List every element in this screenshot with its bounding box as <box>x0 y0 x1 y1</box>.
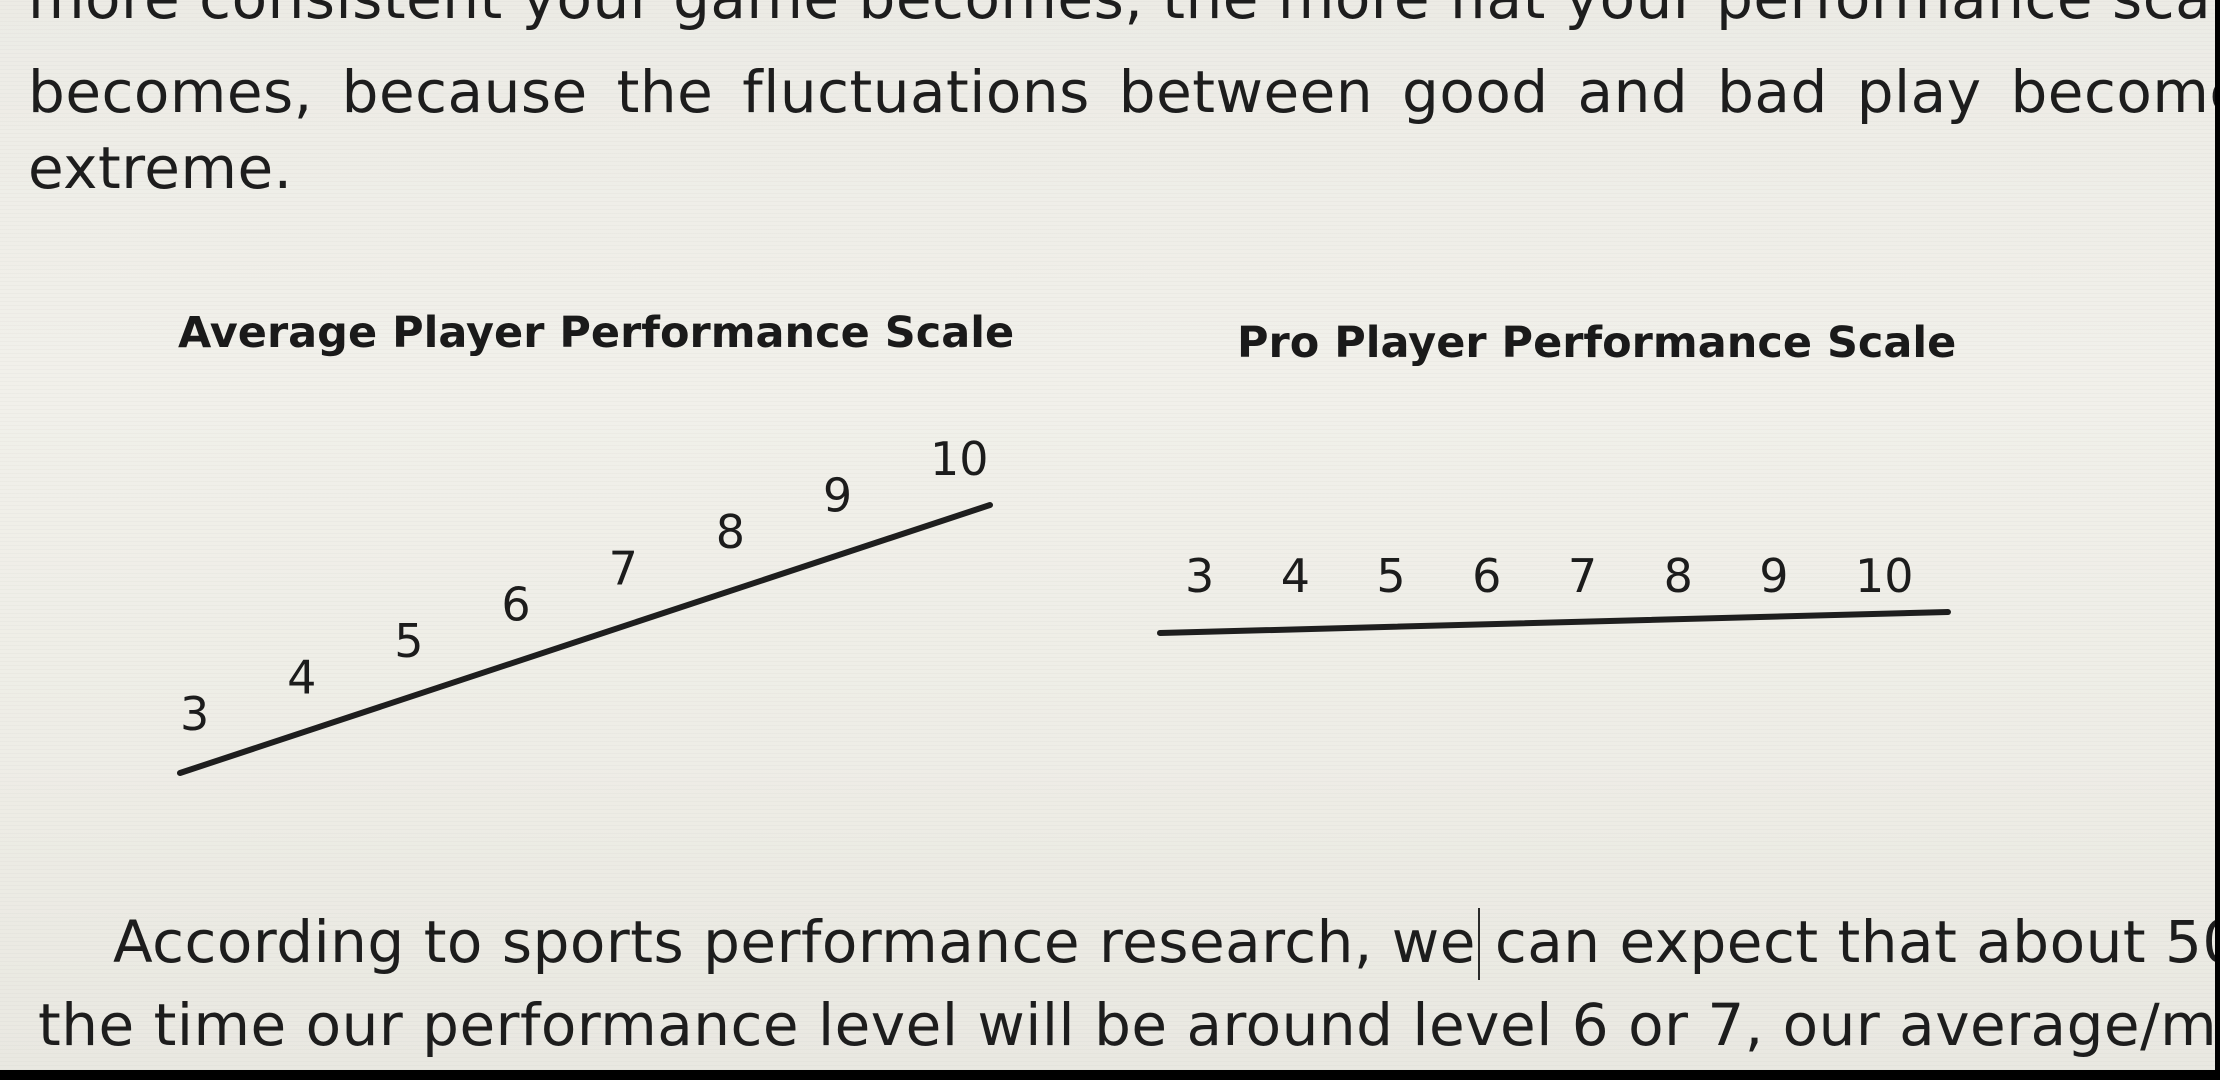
text-cursor <box>1478 908 1480 980</box>
average-scale-title: Average Player Performance Scale <box>178 308 1015 358</box>
scale-level-label: 7 <box>609 541 638 595</box>
scale-level-label: 4 <box>1281 549 1310 603</box>
scale-level-label: 6 <box>501 578 530 632</box>
body-text-line-cut: more consistent your game becomes, the m… <box>28 0 2215 38</box>
body-text-line: According to sports performance research… <box>113 908 2215 976</box>
scale-line <box>177 502 993 776</box>
body-text-line: becomes, because the fluctuations betwee… <box>28 58 2215 126</box>
scale-level-label: 4 <box>287 651 316 705</box>
scale-level-label: 9 <box>823 468 852 522</box>
scale-level-label: 6 <box>1472 549 1501 603</box>
scale-level-label: 8 <box>716 505 745 559</box>
body-text-line: the time our performance level will be a… <box>38 991 2215 1059</box>
scale-level-label: 5 <box>394 614 423 668</box>
average-scale: 3 4 5 6 7 8 9 10 <box>177 432 993 776</box>
scale-level-label: 3 <box>1185 549 1214 603</box>
body-text-line: extreme. <box>28 134 293 202</box>
pro-scale-title: Pro Player Performance Scale <box>1237 318 1957 368</box>
scale-level-label: 10 <box>1855 549 1914 603</box>
scale-level-label: 8 <box>1664 549 1693 603</box>
scale-level-label: 10 <box>930 432 989 486</box>
scale-level-label: 3 <box>180 687 209 741</box>
scale-level-label: 7 <box>1568 549 1597 603</box>
scale-level-label: 9 <box>1759 549 1788 603</box>
scale-line <box>1157 609 1951 636</box>
scale-level-label: 5 <box>1376 549 1405 603</box>
pro-scale: 3 4 5 6 7 8 9 10 <box>1157 549 1951 636</box>
